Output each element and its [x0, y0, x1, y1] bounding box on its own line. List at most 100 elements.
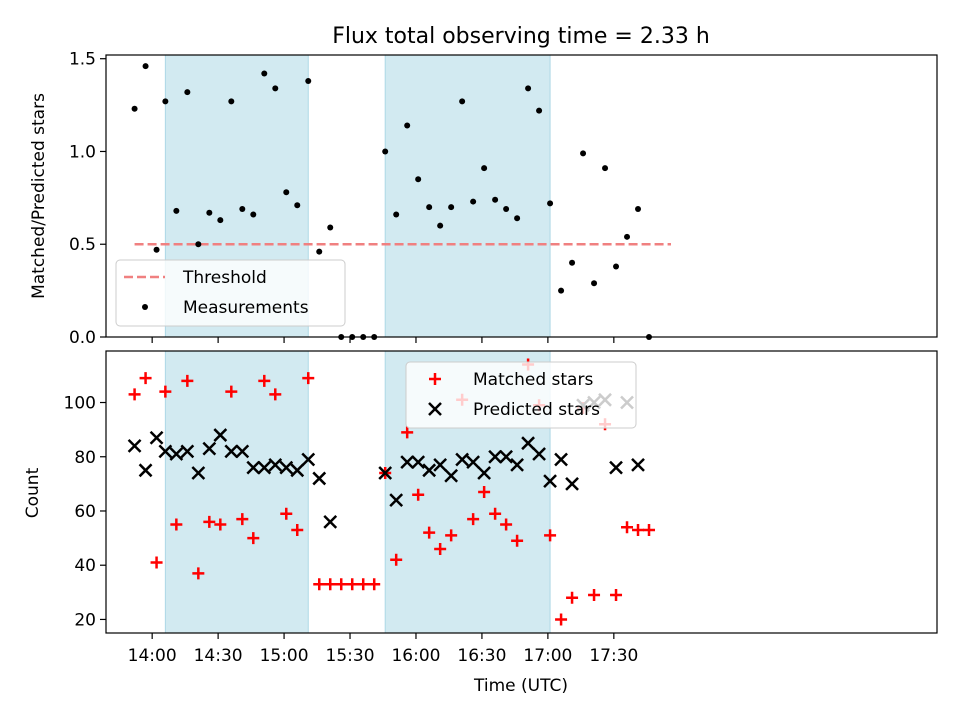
- matched-star-point: [566, 591, 579, 604]
- matched-star-point: [423, 526, 436, 539]
- y-tick-label: 100: [64, 394, 96, 414]
- measurement-point: [239, 205, 246, 212]
- x-tick-label: 16:30: [457, 646, 506, 666]
- ratio-panel-frame: [105, 54, 938, 338]
- predicted-star-point: [433, 458, 448, 472]
- matched-star-point: [170, 518, 183, 531]
- ratio-y-axis-label: Matched/Predicted stars: [29, 93, 49, 299]
- predicted-legend-label: Predicted stars: [473, 400, 600, 420]
- matched-star-point: [280, 507, 293, 520]
- measurement-point: [536, 107, 543, 114]
- count-panel: 20 40 60 80 100 14:00 14:30 15:00 15:30 16:00 16:…: [23, 350, 938, 696]
- y-tick-label: 1.5: [69, 50, 96, 70]
- predicted-star-point: [389, 493, 404, 508]
- time-x-axis-label: Time (UTC): [473, 676, 568, 696]
- matched-star-point: [445, 529, 458, 542]
- measurement-point: [459, 98, 466, 105]
- matched-legend-label: Matched stars: [473, 370, 593, 390]
- measurement-point: [514, 215, 521, 222]
- measurement-point: [470, 198, 477, 205]
- matched-star-point: [500, 518, 513, 531]
- matched-star-point: [269, 388, 282, 401]
- y-tick-label: 0.5: [69, 235, 96, 255]
- predicted-star-point: [127, 439, 142, 453]
- matched-star-point: [401, 426, 414, 439]
- predicted-star-point: [543, 474, 557, 489]
- matched-star-point: [181, 374, 194, 387]
- y-tick-label: 1.0: [69, 142, 96, 162]
- predicted-star-point: [521, 436, 535, 451]
- matched-star-point: [610, 589, 623, 602]
- measurement-point: [437, 222, 444, 229]
- matched-star-point: [324, 578, 337, 591]
- measurement-point: [153, 246, 160, 253]
- x-tick-label: 16:00: [391, 646, 440, 666]
- x-tick-label: 14:00: [128, 646, 177, 666]
- matched-star-point: [621, 521, 634, 534]
- measurement-point: [448, 204, 455, 211]
- measurement-point: [547, 200, 554, 207]
- matched-star-point: [489, 507, 502, 520]
- measurement-point: [393, 211, 400, 218]
- predicted-star-point: [323, 514, 338, 529]
- predicted-star-point: [378, 466, 393, 480]
- count-legend: Matched stars Predicted stars: [405, 361, 637, 429]
- predicted-star-point: [246, 460, 261, 475]
- predicted-star-point: [279, 460, 294, 475]
- y-tick-label: 0.0: [69, 328, 96, 348]
- chart-title: Flux total observing time = 2.33 h: [332, 24, 710, 49]
- y-tick-label: 20: [74, 610, 96, 630]
- x-tick-label: 17:00: [523, 646, 572, 666]
- measurement-point: [195, 241, 202, 248]
- measurement-point: [261, 70, 268, 77]
- measurement-point: [217, 217, 224, 224]
- threshold-legend-label: Threshold: [182, 268, 267, 288]
- count-panel-frame: [105, 350, 938, 634]
- predicted-star-point: [499, 449, 513, 464]
- measurements-legend-label: Measurements: [183, 298, 309, 318]
- matched-star-point: [247, 532, 260, 545]
- matched-star-point: [192, 567, 205, 580]
- matched-star-point: [214, 518, 227, 531]
- predicted-star-point: [149, 430, 164, 445]
- matched-star-point: [632, 523, 645, 536]
- predicted-star-point: [235, 444, 250, 459]
- matched-star-point: [357, 578, 370, 591]
- measurement-point: [613, 263, 620, 270]
- predicted-star-point: [400, 455, 415, 470]
- predicted-star-point: [301, 452, 316, 467]
- predicted-star-point: [138, 463, 153, 478]
- ratio-legend-box: [115, 259, 346, 327]
- measurement-point: [492, 196, 499, 203]
- predicted-star-point: [631, 458, 645, 472]
- measurement-point: [481, 165, 488, 172]
- predicted-star-point: [532, 447, 546, 461]
- ratio-legend: Threshold Measurements: [115, 259, 346, 327]
- predicted-star-point: [169, 447, 184, 461]
- predicted-star-point: [202, 441, 217, 456]
- measurement-point: [382, 148, 389, 155]
- measurement-point: [591, 280, 598, 287]
- predicted-star-point: [158, 444, 173, 459]
- x-tick-label: 15:30: [326, 646, 375, 666]
- matched-star-point: [346, 578, 359, 591]
- predicted-star-point: [268, 458, 283, 472]
- matched-star-point: [412, 488, 425, 501]
- predicted-star-point: [455, 452, 470, 467]
- ratio-panel: 0.0 0.5 1.0 1.5 Matched/Predicted stars Thr…: [29, 50, 938, 348]
- measurements-legend-swatch: [142, 304, 148, 310]
- measurement-point: [162, 98, 169, 105]
- matched-star-point: [555, 613, 568, 626]
- predicted-star-point: [488, 449, 503, 464]
- measurement-point: [206, 209, 213, 216]
- matched-star-point: [544, 529, 557, 542]
- matched-star-point: [159, 385, 172, 398]
- measurement-point: [142, 63, 149, 70]
- measurement-point: [602, 165, 609, 172]
- predicted-star-point: [510, 458, 524, 472]
- count-legend-box: [405, 361, 637, 429]
- observing-window-1: [164, 350, 309, 634]
- predicted-star-point: [411, 455, 426, 470]
- matched-star-point: [643, 523, 656, 536]
